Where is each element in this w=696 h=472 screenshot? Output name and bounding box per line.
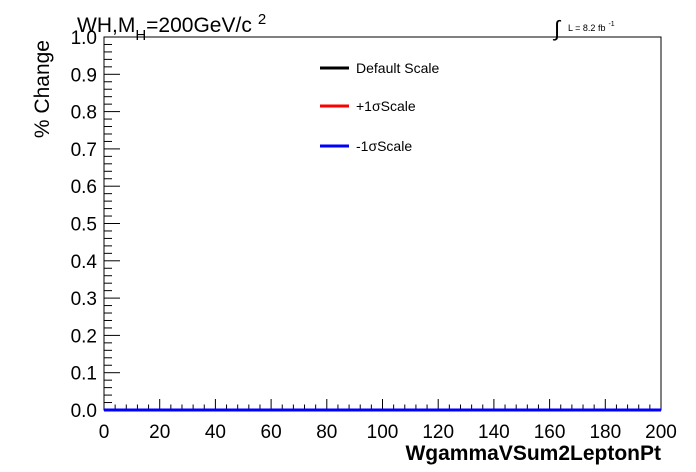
x-tick-label: 200 [645, 422, 677, 443]
y-tick-label: 0.8 [71, 103, 97, 124]
x-tick-label: 80 [316, 422, 337, 443]
x-tick-label: 20 [149, 422, 170, 443]
legend: Default Scale +1σScale -1σScale [320, 60, 439, 154]
y-tick-label: 0.2 [71, 326, 97, 347]
x-tick-label: 40 [205, 422, 226, 443]
y-axis-title: % Change [31, 40, 54, 138]
title-rest: =200GeV/c [146, 14, 252, 37]
y-tick-label: 1.0 [71, 28, 97, 49]
legend-label: +1σScale [356, 98, 416, 114]
x-axis-title: WgammaVSum2LeptonPt [405, 442, 661, 465]
y-tick-label: 0.0 [71, 401, 97, 422]
integral-sign: ∫ [552, 16, 562, 41]
legend-label: Default Scale [356, 60, 439, 76]
y-tick-label: 0.7 [71, 140, 97, 161]
lumi-label: L = 8.2 fb -1 [568, 21, 615, 33]
legend-label: -1σScale [356, 138, 412, 154]
y-tick-label: 0.1 [71, 364, 97, 385]
lumi-text: L = 8.2 fb [568, 23, 605, 33]
x-tick-label: 0 [99, 422, 110, 443]
y-tick-label: 0.6 [71, 177, 97, 198]
x-tick-label: 120 [422, 422, 454, 443]
lumi-superscript: -1 [608, 21, 614, 28]
chart-title: WH,MH=200GeV/c 2 [77, 11, 266, 44]
y-tick-label: 0.3 [71, 289, 97, 310]
title-main: WH,M [77, 14, 135, 37]
title-superscript: 2 [258, 11, 266, 28]
x-tick-label: 60 [261, 422, 282, 443]
x-tick-label: 160 [534, 422, 566, 443]
y-tick-label: 0.9 [71, 65, 97, 86]
y-tick-label: 0.4 [71, 252, 98, 273]
title-subscript: H [135, 27, 146, 44]
tick-labels: 0 20 40 60 80 100 120 140 160 180 200 0.0 0.1 0.2 0.3 0… [71, 28, 677, 443]
x-tick-label: 100 [367, 422, 399, 443]
plot-frame [103, 36, 662, 411]
axis-ticks [103, 36, 662, 411]
y-tick-label: 0.5 [71, 215, 97, 236]
x-tick-label: 140 [478, 422, 510, 443]
x-tick-label: 180 [589, 422, 621, 443]
